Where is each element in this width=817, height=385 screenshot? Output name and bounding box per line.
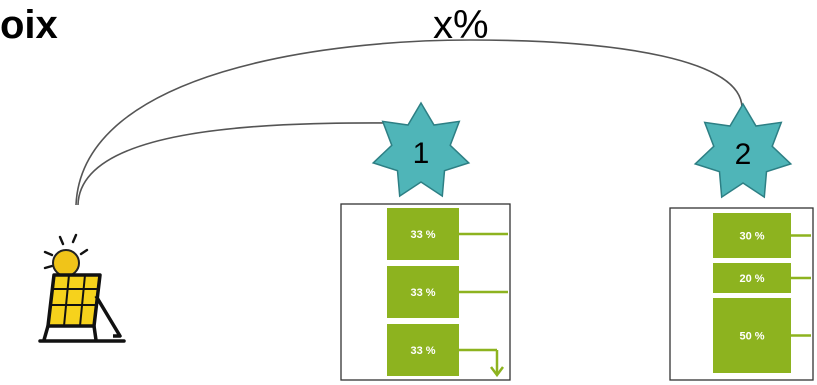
box-1-segment-2 bbox=[387, 266, 459, 318]
box-1: 1 33 % 33 % 33 % bbox=[340, 101, 511, 381]
box-2-number: 2 bbox=[735, 138, 752, 171]
box-2-segment-1 bbox=[713, 213, 791, 258]
heading-text: oix bbox=[0, 3, 58, 47]
box-1-segment-1-label: 33 % bbox=[410, 229, 435, 241]
box-2-segment-2-label: 20 % bbox=[739, 273, 764, 285]
box-1-arrow-head bbox=[490, 366, 504, 378]
solar-panel-sun-icon bbox=[38, 233, 126, 343]
box-2: 2 30 % 20 % 50 % bbox=[669, 102, 814, 381]
box-2-segment-3 bbox=[713, 298, 791, 373]
arc-label: x% bbox=[433, 3, 489, 47]
box-1-segment-2-label: 33 % bbox=[410, 287, 435, 299]
box-2-segment-3-label: 50 % bbox=[739, 331, 764, 343]
box-1-number: 1 bbox=[413, 137, 430, 170]
box-1-segment-3 bbox=[387, 324, 459, 376]
box-1-segments: 33 % 33 % 33 % bbox=[387, 208, 508, 378]
box-2-segments: 30 % 20 % 50 % bbox=[713, 213, 811, 373]
box-2-segment-2 bbox=[713, 263, 791, 293]
arc-to-box-1 bbox=[77, 122, 393, 206]
box-1-segment-3-label: 33 % bbox=[410, 345, 435, 357]
star-badge-1-shape bbox=[371, 101, 471, 198]
box-2-segment-1-label: 30 % bbox=[739, 231, 764, 243]
star-badge-2 bbox=[693, 102, 793, 199]
star-badge-2-shape bbox=[693, 102, 793, 199]
box-1-segment-1 bbox=[387, 208, 459, 260]
star-badge-1 bbox=[371, 101, 471, 198]
arc-to-box-2 bbox=[75, 39, 743, 206]
